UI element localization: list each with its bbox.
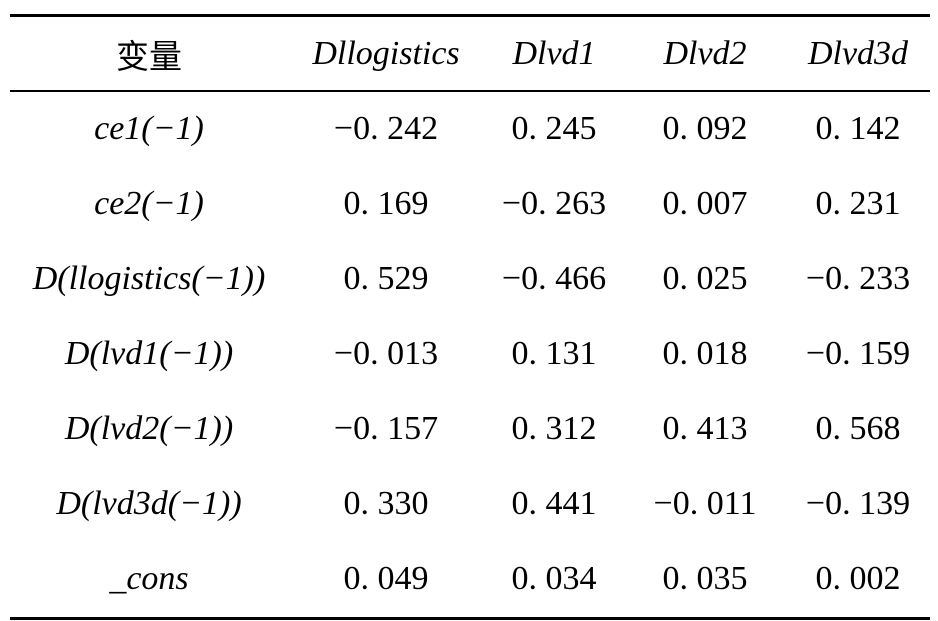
table-cell: 0. 018 [662, 335, 748, 372]
table-row: D(lvd1(−1)) −0. 013 0. 131 0. 018 −0. 15… [10, 317, 930, 392]
coefficient-table: 变量 Dllogistics Dlvd1 Dlvd2 Dlvd3d ce1(−1… [10, 14, 930, 620]
table-cell: −0. 139 [805, 485, 911, 522]
row-label: D(lvd3d(−1)) [56, 485, 242, 522]
table-cell: 0. 413 [662, 410, 748, 447]
row-label: D(llogistics(−1)) [32, 260, 266, 297]
table-cell: 0. 245 [511, 110, 597, 147]
table-cell: 0. 034 [511, 560, 597, 597]
table-row: ce1(−1) −0. 242 0. 245 0. 092 0. 142 [10, 92, 930, 167]
header-variable: 变量 [116, 36, 182, 76]
table-row: D(lvd3d(−1)) 0. 330 0. 441 −0. 011 −0. 1… [10, 467, 930, 542]
table-row: D(lvd2(−1)) −0. 157 0. 312 0. 413 0. 568 [10, 392, 930, 467]
table-row: D(llogistics(−1)) 0. 529 −0. 466 0. 025 … [10, 242, 930, 317]
table-cell: 0. 025 [662, 260, 748, 297]
table-cell: 0. 035 [662, 560, 748, 597]
table-cell: 0. 007 [662, 185, 748, 222]
table-header-row: 变量 Dllogistics Dlvd1 Dlvd2 Dlvd3d [10, 17, 930, 90]
header-dlvd3d: Dlvd3d [807, 34, 909, 72]
table-cell: −0. 157 [333, 410, 439, 447]
table-cell: 0. 131 [511, 335, 597, 372]
table-cell: 0. 312 [511, 410, 597, 447]
row-label: D(lvd1(−1)) [64, 335, 234, 372]
table-cell: 0. 049 [343, 560, 429, 597]
table-row: _cons 0. 049 0. 034 0. 035 0. 002 [10, 542, 930, 617]
table-row: ce2(−1) 0. 169 −0. 263 0. 007 0. 231 [10, 167, 930, 242]
row-label: _cons [109, 560, 189, 597]
table-header-rule [10, 90, 930, 92]
table-cell: 0. 231 [815, 185, 901, 222]
table-cell: −0. 159 [805, 335, 911, 372]
table-cell: 0. 002 [815, 560, 901, 597]
row-label: ce2(−1) [94, 185, 204, 222]
table-cell: −0. 233 [805, 260, 911, 297]
table-cell: −0. 466 [501, 260, 607, 297]
header-dlvd2: Dlvd2 [663, 34, 747, 72]
table-cell: −0. 011 [653, 485, 757, 522]
table-cell: 0. 568 [815, 410, 901, 447]
table-bottom-rule [10, 616, 930, 620]
table-cell: 0. 092 [662, 110, 748, 147]
table-cell: 0. 529 [343, 260, 429, 297]
table-cell: 0. 142 [815, 110, 901, 147]
table-cell: 0. 169 [343, 185, 429, 222]
table-cell: −0. 263 [501, 185, 607, 222]
row-label: D(lvd2(−1)) [64, 410, 234, 447]
table-cell: 0. 441 [511, 485, 597, 522]
header-dllogistics: Dllogistics [312, 34, 460, 72]
table-top-rule [10, 14, 930, 17]
table-cell: −0. 242 [333, 110, 439, 147]
header-dlvd1: Dlvd1 [512, 34, 596, 72]
table-cell: 0. 330 [343, 485, 429, 522]
row-label: ce1(−1) [94, 110, 204, 147]
table-cell: −0. 013 [333, 335, 439, 372]
